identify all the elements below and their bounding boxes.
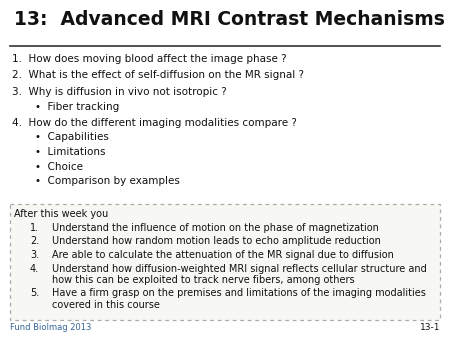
Text: 13-1: 13-1: [419, 323, 440, 332]
Text: Understand how diffusion-weighted MRI signal reflects cellular structure and: Understand how diffusion-weighted MRI si…: [52, 264, 427, 273]
Text: •  Fiber tracking: • Fiber tracking: [35, 101, 119, 112]
Text: After this week you: After this week you: [14, 209, 108, 219]
Text: Have a firm grasp on the premises and limitations of the imaging modalities: Have a firm grasp on the premises and li…: [52, 289, 426, 298]
Text: 2.: 2.: [30, 237, 39, 246]
Text: Are able to calculate the attenuation of the MR signal due to diffusion: Are able to calculate the attenuation of…: [52, 250, 394, 260]
Text: 1.  How does moving blood affect the image phase ?: 1. How does moving blood affect the imag…: [12, 54, 287, 64]
Text: Understand how random motion leads to echo amplitude reduction: Understand how random motion leads to ec…: [52, 237, 381, 246]
Text: 5.: 5.: [30, 289, 39, 298]
Text: •  Comparison by examples: • Comparison by examples: [35, 176, 180, 186]
Text: Fund BioImag 2013: Fund BioImag 2013: [10, 323, 91, 332]
Text: 1.: 1.: [30, 223, 39, 233]
Text: 3.: 3.: [30, 250, 39, 260]
Text: 2.  What is the effect of self-diffusion on the MR signal ?: 2. What is the effect of self-diffusion …: [12, 71, 304, 80]
Text: 3.  Why is diffusion in vivo not isotropic ?: 3. Why is diffusion in vivo not isotropi…: [12, 87, 227, 97]
Text: 4.  How do the different imaging modalities compare ?: 4. How do the different imaging modaliti…: [12, 118, 297, 128]
Text: 4.: 4.: [30, 264, 39, 273]
Text: •  Choice: • Choice: [35, 162, 83, 171]
FancyBboxPatch shape: [10, 204, 440, 320]
Text: how this can be exploited to track nerve fibers, among others: how this can be exploited to track nerve…: [52, 275, 355, 285]
Text: •  Limitations: • Limitations: [35, 147, 105, 157]
Text: Understand the influence of motion on the phase of magnetization: Understand the influence of motion on th…: [52, 223, 379, 233]
Text: covered in this course: covered in this course: [52, 300, 160, 310]
Text: 13:  Advanced MRI Contrast Mechanisms: 13: Advanced MRI Contrast Mechanisms: [14, 10, 445, 29]
Text: •  Capabilities: • Capabilities: [35, 132, 109, 143]
